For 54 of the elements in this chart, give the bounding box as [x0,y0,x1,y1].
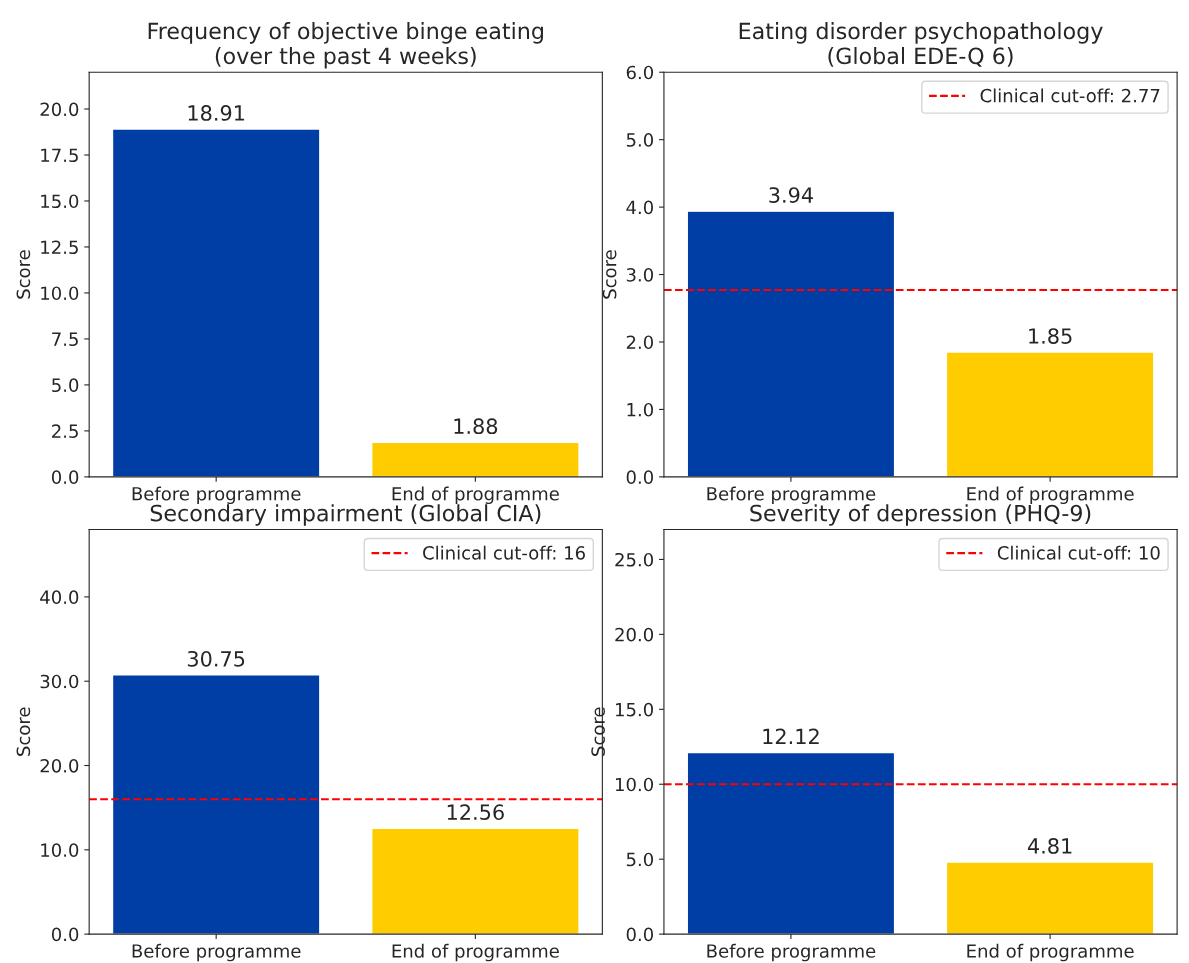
y-tick-label: 0.0 [51,927,79,942]
y-tick-label: 10.0 [615,777,654,792]
data-label: 12.12 [763,728,819,744]
y-tick-label: 20.0 [615,627,654,642]
y-tick-label: 4.0 [626,200,654,215]
x-tick-label: End of programme [967,486,1134,505]
legend-label: Clinical cut-off: 2.77 [980,88,1160,103]
chart-title: Eating disorder psychopathology (Global EDE-Q 6) [739,22,1103,67]
x-tick-label: Before programme [707,486,876,505]
y-tick-label: 40.0 [40,590,79,605]
y-tick-label: 15.0 [41,194,79,209]
legend-label: Clinical cut-off: 16 [423,545,585,560]
data-label: 1.85 [1029,328,1072,344]
y-tick-label: 25.0 [615,552,654,567]
y-tick-label: 0.0 [626,470,654,484]
data-label: 3.94 [769,187,813,203]
x-tick-label: Before programme [707,943,876,962]
y-tick-label: 15.0 [615,702,654,717]
y-tick-label: 0.0 [626,927,654,942]
x-tick-label: End of programme [392,486,559,505]
y-tick-label: 2.0 [626,335,654,350]
y-tick-label: 17.5 [41,148,78,163]
y-axis-title: Score [16,250,31,299]
y-tick-label: 7.5 [52,332,78,347]
chart-title: Frequency of objective binge eating (over the past 4 weeks) [148,22,543,69]
y-tick-label: 12.5 [41,240,78,255]
chart-title: Secondary impairment (Global CIA) [150,504,541,526]
chart-title: Severity of depression (PHQ-9) [750,504,1091,526]
data-label: 30.75 [187,650,245,667]
y-tick-label: 6.0 [626,65,654,80]
y-tick-label: 0.0 [51,470,79,484]
data-label: 1.88 [454,418,498,435]
data-label: 18.91 [188,105,245,121]
y-tick-label: 20.0 [40,758,79,773]
y-tick-label: 5.0 [626,852,654,867]
y-tick-label: 5.0 [52,378,79,393]
y-tick-label: 2.5 [52,424,78,438]
x-tick-label: Before programme [132,486,301,505]
y-tick-label: 20.0 [40,102,79,117]
y-tick-label: 1.0 [627,402,654,417]
x-tick-label: End of programme [392,943,559,962]
legend-label: Clinical cut-off: 10 [997,545,1160,560]
y-axis-title: Score [591,707,605,756]
y-tick-label: 30.0 [40,674,79,689]
y-tick-label: 3.0 [626,268,654,282]
y-axis-title: Score [602,250,617,299]
data-label: 12.56 [447,804,504,821]
x-tick-label: Before programme [132,943,301,962]
y-axis-title: Score [16,707,31,756]
data-label: 4.81 [1027,838,1072,854]
x-tick-label: End of programme [967,943,1134,962]
y-tick-label: 10.0 [41,286,79,301]
y-tick-label: 10.0 [41,843,79,857]
y-tick-label: 5.0 [626,133,654,147]
